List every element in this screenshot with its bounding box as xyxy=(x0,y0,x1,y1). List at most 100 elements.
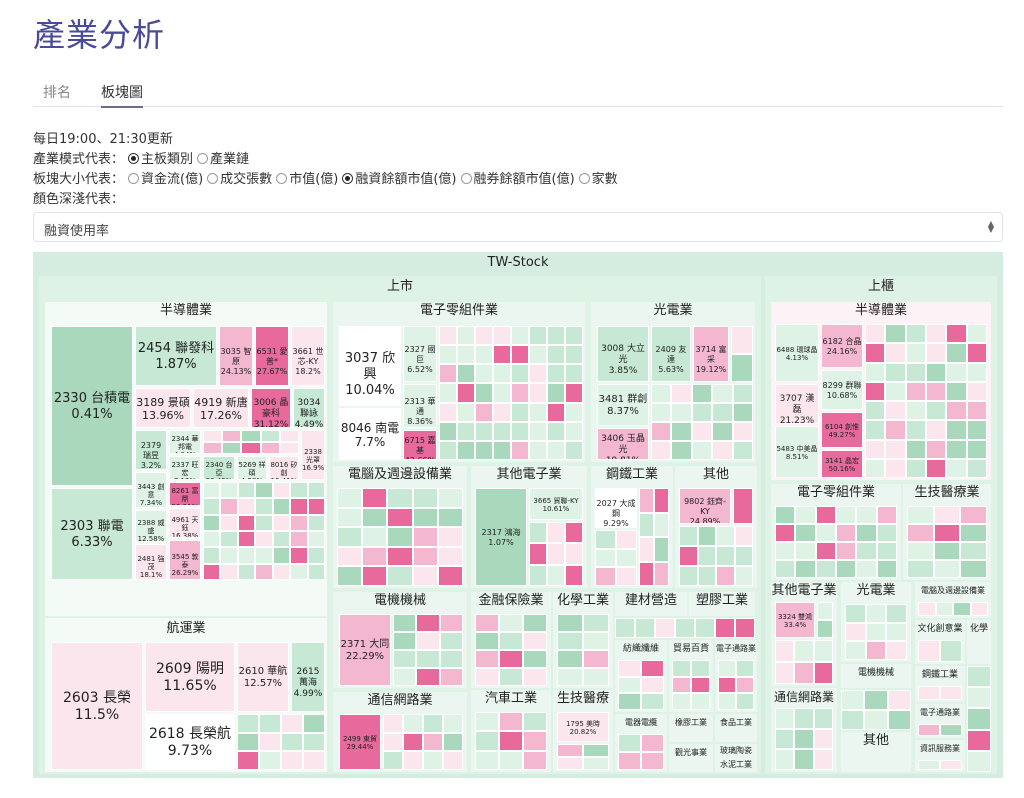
minor-stock-tile[interactable] xyxy=(905,439,926,459)
minor-stock-tile[interactable] xyxy=(457,440,475,460)
minor-stock-tile[interactable] xyxy=(641,676,664,694)
minor-stock-tile[interactable] xyxy=(222,430,242,442)
radio-margin-balance[interactable] xyxy=(342,173,354,184)
minor-stock-tile[interactable] xyxy=(654,537,669,562)
option-market-cap[interactable]: 市值(億) xyxy=(289,172,339,187)
minor-stock-tile[interactable] xyxy=(841,690,865,710)
minor-stock-tile[interactable] xyxy=(547,440,565,460)
minor-stock-tile[interactable] xyxy=(618,734,641,752)
minor-stock-tile[interactable] xyxy=(966,381,987,401)
stock-tile[interactable]: 5483 中美晶 8.51% xyxy=(775,426,819,478)
radio-main-board[interactable] xyxy=(128,153,140,164)
minor-stock-tile[interactable] xyxy=(817,620,833,638)
minor-stock-tile[interactable] xyxy=(876,506,897,524)
minor-stock-tile[interactable] xyxy=(237,482,256,499)
minor-stock-tile[interactable] xyxy=(918,686,940,700)
minor-stock-tile[interactable] xyxy=(639,537,654,562)
minor-stock-tile[interactable] xyxy=(775,560,796,578)
stock-tile[interactable]: 2371 大同 22.29% xyxy=(339,614,391,686)
minor-stock-tile[interactable] xyxy=(237,714,259,733)
minor-stock-tile[interactable] xyxy=(272,547,291,564)
minor-stock-tile[interactable] xyxy=(885,401,906,421)
stock-tile[interactable]: 2337 旺宏7.12% xyxy=(169,456,201,480)
minor-stock-tile[interactable] xyxy=(618,676,641,694)
stock-tile[interactable]: 3661 世芯-KY 18.2% xyxy=(291,326,325,386)
minor-stock-tile[interactable] xyxy=(655,618,675,638)
minor-stock-tile[interactable] xyxy=(815,524,836,542)
minor-stock-tile[interactable] xyxy=(966,420,987,440)
minor-stock-tile[interactable] xyxy=(290,514,308,531)
minor-stock-tile[interactable] xyxy=(885,362,906,382)
minor-stock-tile[interactable] xyxy=(697,526,716,546)
minor-stock-tile[interactable] xyxy=(255,547,273,564)
minor-stock-tile[interactable] xyxy=(499,731,523,751)
minor-stock-tile[interactable] xyxy=(967,708,991,730)
minor-stock-tile[interactable] xyxy=(475,326,493,346)
minor-stock-tile[interactable] xyxy=(416,614,440,632)
minor-stock-tile[interactable] xyxy=(966,458,987,478)
minor-stock-tile[interactable] xyxy=(639,512,654,537)
minor-stock-tile[interactable] xyxy=(557,744,583,757)
minor-stock-tile[interactable] xyxy=(641,752,664,770)
minor-stock-tile[interactable] xyxy=(716,546,735,566)
minor-stock-tile[interactable] xyxy=(618,693,641,710)
radio-fund-flow[interactable] xyxy=(128,173,140,184)
minor-stock-tile[interactable] xyxy=(946,458,967,478)
minor-stock-tile[interactable] xyxy=(946,362,967,382)
minor-stock-tile[interactable] xyxy=(946,401,967,421)
minor-stock-tile[interactable] xyxy=(393,632,417,650)
minor-stock-tile[interactable] xyxy=(794,749,814,770)
minor-stock-tile[interactable] xyxy=(387,566,413,586)
minor-stock-tile[interactable] xyxy=(864,710,888,730)
minor-stock-tile[interactable] xyxy=(547,421,565,441)
minor-stock-tile[interactable] xyxy=(946,381,967,401)
minor-stock-tile[interactable] xyxy=(439,440,457,460)
stock-tile[interactable]: 6104 創惟 49.27% xyxy=(821,412,863,448)
minor-stock-tile[interactable] xyxy=(712,441,733,460)
minor-stock-tile[interactable] xyxy=(865,458,886,478)
minor-stock-tile[interactable] xyxy=(735,618,755,638)
minor-stock-tile[interactable] xyxy=(865,420,886,440)
minor-stock-tile[interactable] xyxy=(651,422,672,441)
minor-stock-tile[interactable] xyxy=(499,632,523,650)
minor-stock-tile[interactable] xyxy=(403,751,423,770)
minor-stock-tile[interactable] xyxy=(940,686,962,700)
minor-stock-tile[interactable] xyxy=(303,714,325,733)
minor-stock-tile[interactable] xyxy=(583,614,609,632)
minor-stock-tile[interactable] xyxy=(557,614,583,632)
minor-stock-tile[interactable] xyxy=(547,364,565,384)
stock-tile[interactable]: 3141 晶宏 50.16% xyxy=(821,450,863,478)
minor-stock-tile[interactable] xyxy=(499,668,523,686)
stock-tile[interactable]: 4919 新唐 17.26% xyxy=(193,388,249,428)
minor-stock-tile[interactable] xyxy=(237,498,256,515)
stock-tile[interactable]: 9802 鈺齊-KY 24.89% xyxy=(679,488,731,524)
stock-tile[interactable]: 2344 華邦電4.84% xyxy=(169,430,201,454)
minor-stock-tile[interactable] xyxy=(493,440,511,460)
minor-stock-tile[interactable] xyxy=(255,563,273,580)
minor-stock-tile[interactable] xyxy=(918,724,940,736)
stock-tile[interactable]: 2313 華通 8.36% xyxy=(403,384,437,428)
minor-stock-tile[interactable] xyxy=(307,563,325,580)
minor-stock-tile[interactable] xyxy=(279,430,299,442)
minor-stock-tile[interactable] xyxy=(565,383,583,403)
minor-stock-tile[interactable] xyxy=(933,560,961,578)
minor-stock-tile[interactable] xyxy=(523,668,547,686)
minor-stock-tile[interactable] xyxy=(437,488,463,508)
minor-stock-tile[interactable] xyxy=(255,498,273,515)
minor-stock-tile[interactable] xyxy=(303,732,325,752)
minor-stock-tile[interactable] xyxy=(795,560,816,578)
minor-stock-tile[interactable] xyxy=(865,641,887,660)
minor-stock-tile[interactable] xyxy=(775,640,795,662)
minor-stock-tile[interactable] xyxy=(815,542,836,560)
minor-stock-tile[interactable] xyxy=(905,458,926,478)
minor-stock-tile[interactable] xyxy=(529,522,547,544)
stock-tile[interactable]: 3008 大立光 3.85% xyxy=(597,326,649,382)
minor-stock-tile[interactable] xyxy=(290,482,308,499)
minor-stock-tile[interactable] xyxy=(437,546,463,567)
minor-stock-tile[interactable] xyxy=(439,402,457,422)
minor-stock-tile[interactable] xyxy=(946,439,967,459)
minor-stock-tile[interactable] xyxy=(362,507,388,528)
minor-stock-tile[interactable] xyxy=(813,640,833,662)
minor-stock-tile[interactable] xyxy=(437,527,463,547)
minor-stock-tile[interactable] xyxy=(671,403,692,422)
